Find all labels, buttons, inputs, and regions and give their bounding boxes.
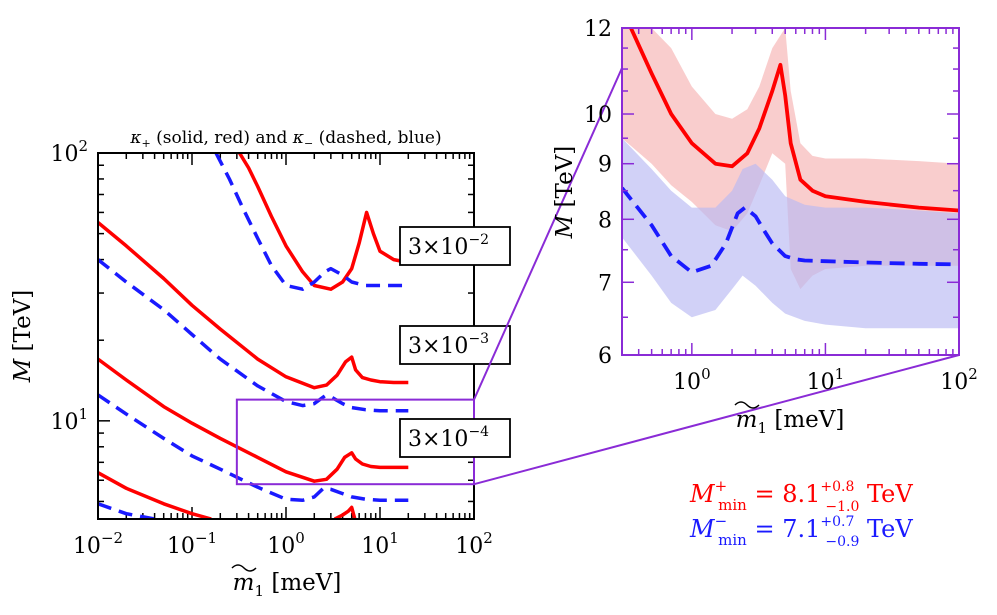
inset-plot-frame bbox=[621, 27, 960, 356]
main-x-tick-label: 101 bbox=[361, 529, 399, 559]
main-series-line-0 bbox=[238, 153, 409, 291]
main-series-group bbox=[98, 153, 409, 519]
inset-bands-group bbox=[622, 28, 959, 329]
main-x-tick-label: 10−1 bbox=[167, 529, 217, 559]
inset-y-tick-labels: 6 7 8 9 10 12 bbox=[584, 17, 612, 369]
main-x-tick-labels: 10−2 10−1 100 101 102 bbox=[73, 529, 493, 559]
svg-text:3×10−3: 3×10−3 bbox=[408, 331, 489, 359]
main-y-axis-title: M [TeV] bbox=[10, 290, 36, 384]
main-y-tick-labels: 101 102 bbox=[50, 137, 88, 435]
main-series-line-2 bbox=[98, 221, 409, 390]
main-y-tick-label: 102 bbox=[50, 137, 88, 167]
main-series-line-8 bbox=[98, 502, 155, 519]
inset-plot: 100 101 102 6 7 8 9 10 12 m1 [meV] M [TeV] bbox=[552, 17, 978, 437]
main-x-axis-title: m1 [meV] bbox=[233, 570, 342, 600]
inset-x-axis-tilde bbox=[734, 401, 760, 409]
main-x-tick-label: 10−2 bbox=[73, 529, 123, 559]
inset-x-tick-label: 101 bbox=[807, 365, 845, 395]
inset-x-tick-labels: 100 101 102 bbox=[673, 365, 978, 395]
main-series-line-1 bbox=[214, 153, 409, 291]
main-plot: κ+ (solid, red) and κ− (dashed, blue) 10… bbox=[10, 128, 511, 600]
main-y-tick-label: 101 bbox=[50, 405, 88, 435]
main-plot-title: κ+ (solid, red) and κ− (dashed, blue) bbox=[129, 128, 441, 150]
inset-y-tick-label: 9 bbox=[598, 153, 612, 178]
inset-x-tick-label: 100 bbox=[673, 365, 711, 395]
inset-series-line-0 bbox=[629, 28, 959, 213]
inset-series-line-1 bbox=[622, 186, 959, 275]
main-series-line-6 bbox=[98, 471, 212, 519]
result-annotations: M+ min = 8.1+0.8 −1.0 TeV M− min = 7.1+0.7−… bbox=[689, 477, 913, 550]
result-m-minus: M− min = 7.1+0.7 −0.9 TeV bbox=[689, 512, 913, 550]
main-x-tick-label: 100 bbox=[267, 529, 305, 559]
result-m-plus: M+ min = 8.1+0.8 −1.0 TeV bbox=[689, 477, 913, 515]
inset-y-tick-label: 8 bbox=[598, 208, 612, 233]
inset-y-tick-label: 6 bbox=[598, 344, 612, 369]
inset-band-1 bbox=[622, 138, 959, 329]
main-series-line-5 bbox=[98, 393, 409, 503]
main-series-line-3 bbox=[98, 258, 409, 413]
zoom-connector-top bbox=[473, 67, 623, 401]
curve-label-3e-4: 3×10−4 bbox=[399, 418, 511, 458]
main-series-line-7 bbox=[333, 505, 357, 519]
zoom-connector-bottom bbox=[473, 354, 960, 486]
inset-y-axis-title: M [TeV] bbox=[552, 146, 578, 240]
main-series-line-4 bbox=[98, 357, 409, 483]
svg-text:3×10−4: 3×10−4 bbox=[408, 424, 489, 452]
inset-x-tick-label: 102 bbox=[940, 365, 978, 395]
inset-y-tick-label: 12 bbox=[584, 17, 612, 42]
inset-y-tick-label: 7 bbox=[598, 271, 612, 296]
curve-label-3e-2: 3×10−2 bbox=[399, 226, 511, 266]
inset-x-axis-title: m1 [meV] bbox=[736, 407, 845, 437]
main-x-axis-tilde bbox=[231, 564, 257, 572]
inset-series-group bbox=[622, 28, 959, 275]
svg-text:3×10−2: 3×10−2 bbox=[408, 232, 489, 260]
inset-y-tick-label: 10 bbox=[584, 103, 612, 128]
main-x-tick-label: 102 bbox=[455, 529, 493, 559]
